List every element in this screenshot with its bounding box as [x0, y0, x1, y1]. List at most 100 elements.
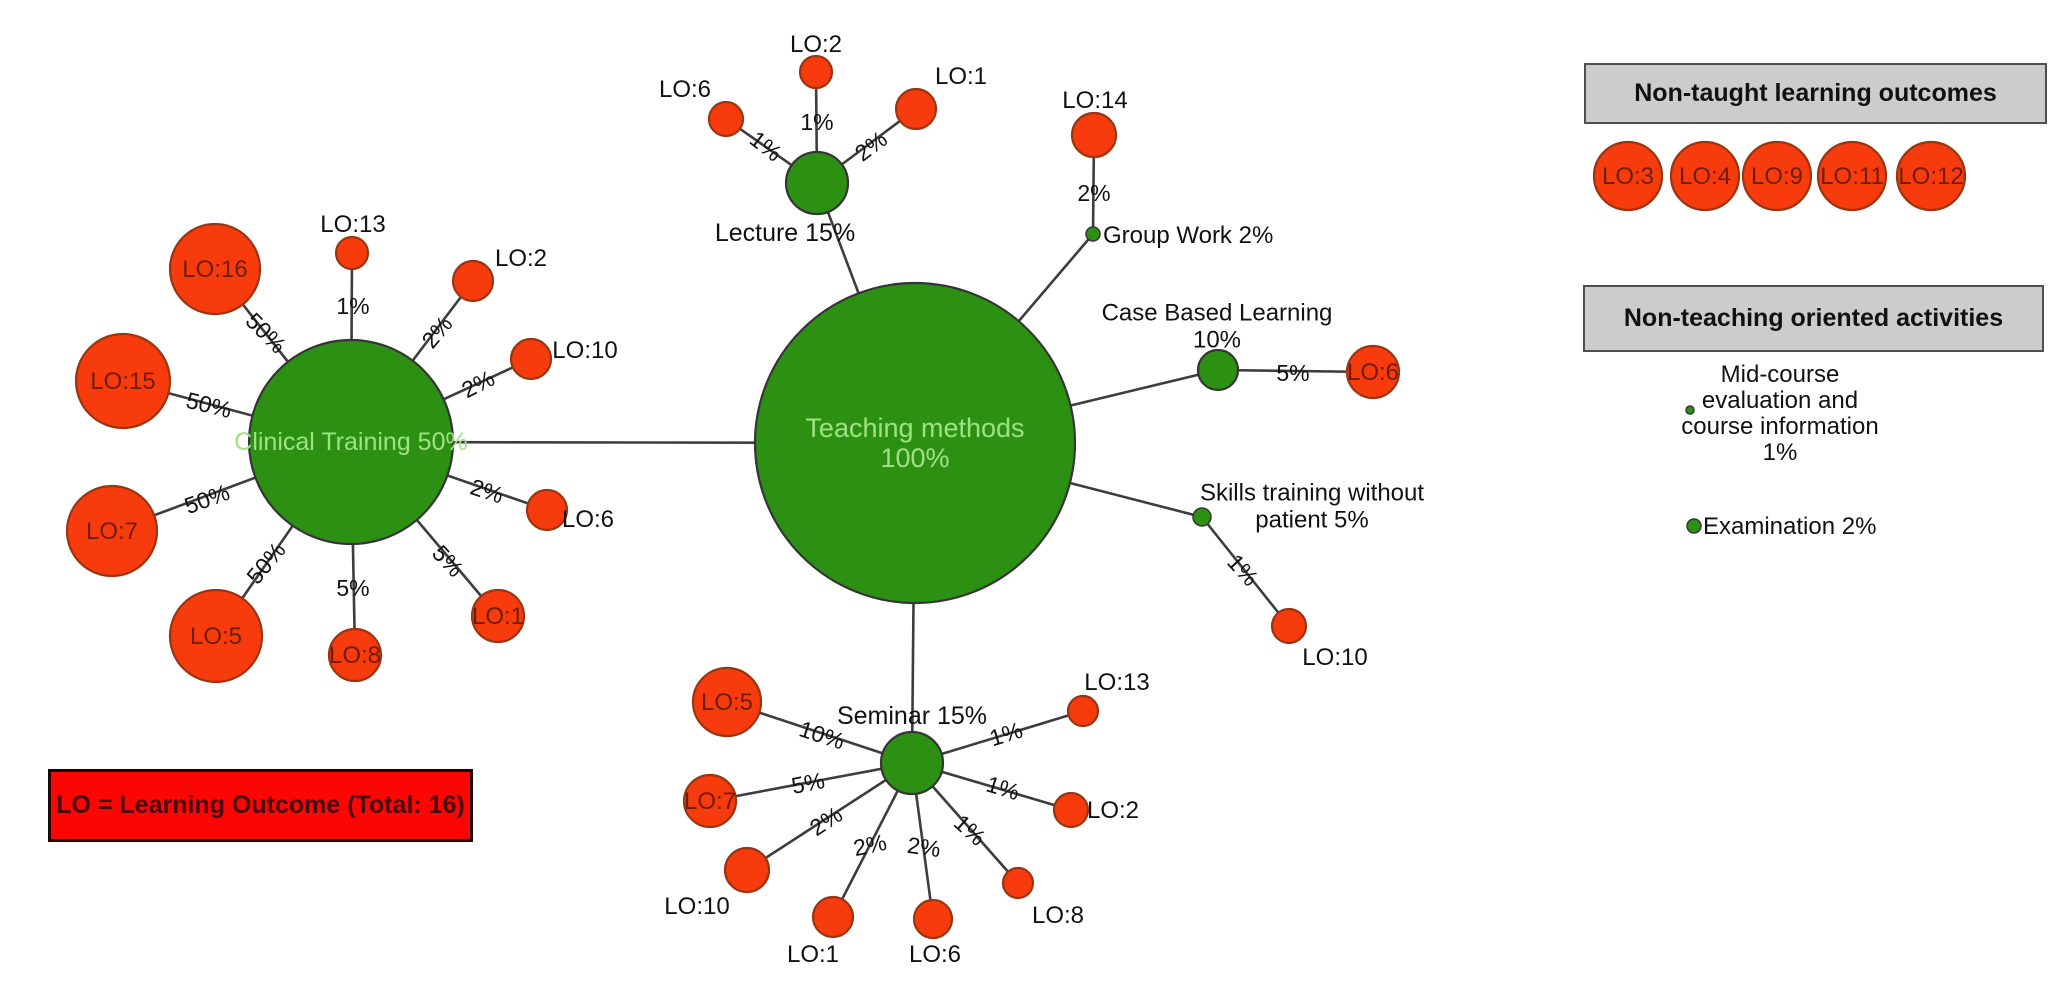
node-lec-LO2	[798, 54, 834, 90]
node-nt-LO3	[1592, 140, 1664, 212]
label-sem-LO10: LO:10	[664, 893, 729, 920]
edge-label-cbl-cbl-LO6: 5%	[1276, 360, 1309, 386]
examination-item: Examination 2%	[1703, 514, 1876, 540]
label-sem-LO7: LO:7	[684, 788, 736, 815]
label-seminar: Seminar 15%	[837, 702, 987, 730]
node-sem-LO8	[1001, 866, 1035, 900]
edge-label-seminar-sem-LO7: 5%	[789, 767, 827, 799]
node-cl-LO13	[334, 235, 370, 271]
node-sem-LO7	[682, 773, 738, 829]
node-lec-LO1	[894, 87, 938, 131]
node-teaching	[753, 281, 1077, 605]
non-taught-title: Non-taught learning outcomes	[1634, 79, 1997, 107]
node-lecture	[784, 150, 850, 216]
mid-course-line-1: Mid-course	[1720, 361, 1840, 388]
label-teaching: Teaching methods 100%	[805, 413, 1024, 473]
node-cbl	[1196, 348, 1240, 392]
mid-course-item: Mid-course evaluation and course informa…	[1655, 362, 1905, 466]
label-cbl: Case Based Learning 10%	[1102, 299, 1333, 353]
label-nt-LO12: LO:12	[1898, 163, 1963, 190]
edge-label-clinical-cl-LO13: 1%	[336, 293, 369, 319]
node-groupwork	[1085, 226, 1101, 242]
node-sem-LO10	[723, 846, 771, 894]
node-cl-LO10	[509, 337, 553, 381]
node-skills	[1192, 507, 1212, 527]
edge-label-seminar-sem-LO10: 2%	[805, 801, 847, 841]
node-nt-LO11	[1816, 140, 1888, 212]
edge-label-lecture-lec-LO2: 1%	[800, 109, 833, 135]
examination-label: Examination 2%	[1703, 513, 1877, 540]
label-sem-LO2: LO:2	[1087, 797, 1139, 824]
label-lecture: Lecture 15%	[715, 219, 855, 247]
label-sk-LO10: LO:10	[1302, 644, 1367, 671]
edge-label-clinical-cl-LO16: 50%	[241, 308, 292, 359]
label-nt-LO11: LO:11	[1820, 163, 1884, 190]
node-sem-LO5	[691, 666, 763, 738]
edge-label-clinical-cl-LO15: 50%	[184, 387, 235, 423]
edge-label-seminar-sem-LO1: 2%	[851, 829, 889, 861]
label-sem-LO1: LO:1	[787, 941, 839, 968]
node-cl-LO7	[65, 484, 159, 578]
non-teaching-header: Non-teaching oriented activities	[1583, 285, 2044, 352]
edge-label-lecture-lec-LO6: 1%	[745, 126, 787, 167]
label-lec-LO1: LO:1	[935, 63, 987, 90]
label-cl-LO16: LO:16	[182, 256, 247, 283]
node-seminar	[879, 730, 945, 796]
node-lec-LO6	[707, 100, 745, 138]
label-cl-LO10: LO:10	[552, 337, 617, 364]
node-nt-LO12	[1895, 140, 1967, 212]
node-sem-LO13	[1066, 694, 1100, 728]
non-teaching-title: Non-teaching oriented activities	[1623, 304, 2004, 332]
edge-label-clinical-cl-LO5: 50%	[241, 537, 291, 589]
node-midcourse-dot	[1685, 405, 1695, 415]
node-sk-LO10	[1270, 607, 1308, 645]
label-cl-LO1: LO:1	[472, 603, 524, 630]
node-nt-LO9	[1741, 140, 1813, 212]
non-taught-header: Non-taught learning outcomes	[1584, 63, 2047, 124]
label-nt-LO3: LO:3	[1602, 163, 1654, 190]
node-nt-LO4	[1669, 140, 1741, 212]
label-lec-LO2: LO:2	[790, 31, 842, 58]
label-cl-LO2: LO:2	[495, 245, 547, 272]
edge-label-clinical-cl-LO7: 50%	[181, 479, 233, 519]
edge-label-seminar-sem-LO13: 1%	[986, 717, 1025, 752]
mid-course-line-2: evaluation and	[1701, 387, 1859, 414]
edge-label-clinical-cl-LO8: 5%	[336, 575, 369, 601]
node-cl-LO15	[74, 332, 172, 430]
label-cl-LO6: LO:6	[562, 506, 614, 533]
label-cl-LO13: LO:13	[320, 211, 385, 238]
legend-box: LO = Learning Outcome (Total: 16)	[48, 769, 473, 842]
node-cbl-LO6	[1345, 344, 1401, 400]
label-nt-LO4: LO:4	[1679, 163, 1731, 190]
edge-label-groupwork-gw-LO14: 2%	[1077, 180, 1110, 206]
node-cl-LO2	[451, 259, 495, 303]
node-cl-LO1	[470, 588, 526, 644]
edge-label-seminar-sem-LO6: 2%	[906, 832, 943, 862]
mid-course-line-3: course information	[1681, 413, 1879, 440]
node-exam-dot	[1686, 518, 1702, 534]
label-sem-LO8: LO:8	[1032, 902, 1084, 929]
mid-course-line-4: 1%	[1762, 439, 1798, 466]
node-cl-LO5	[168, 588, 264, 684]
edge-seminar-sem-LO10	[746, 761, 913, 872]
edge-label-clinical-cl-LO6: 2%	[467, 473, 507, 508]
node-sem-LO1	[811, 895, 855, 939]
edge-label-seminar-sem-LO2: 1%	[983, 771, 1022, 806]
label-groupwork: Group Work 2%	[1103, 222, 1273, 249]
label-sem-LO13: LO:13	[1084, 669, 1149, 696]
label-cl-LO7: LO:7	[86, 518, 138, 545]
label-sem-LO6: LO:6	[909, 941, 961, 968]
node-cl-LO8	[327, 627, 383, 683]
label-gw-LO14: LO:14	[1062, 87, 1127, 114]
legend-label: LO = Learning Outcome (Total: 16)	[56, 791, 465, 819]
node-sem-LO2	[1052, 791, 1090, 829]
node-cl-LO16	[168, 222, 262, 316]
node-gw-LO14	[1070, 111, 1118, 159]
node-clinical	[247, 338, 455, 546]
label-clinical: Clinical Training 50%	[234, 428, 467, 456]
edge-skills-sk-LO10	[1200, 516, 1291, 627]
node-sem-LO6	[912, 898, 954, 940]
label-sem-LO5: LO:5	[701, 689, 753, 716]
